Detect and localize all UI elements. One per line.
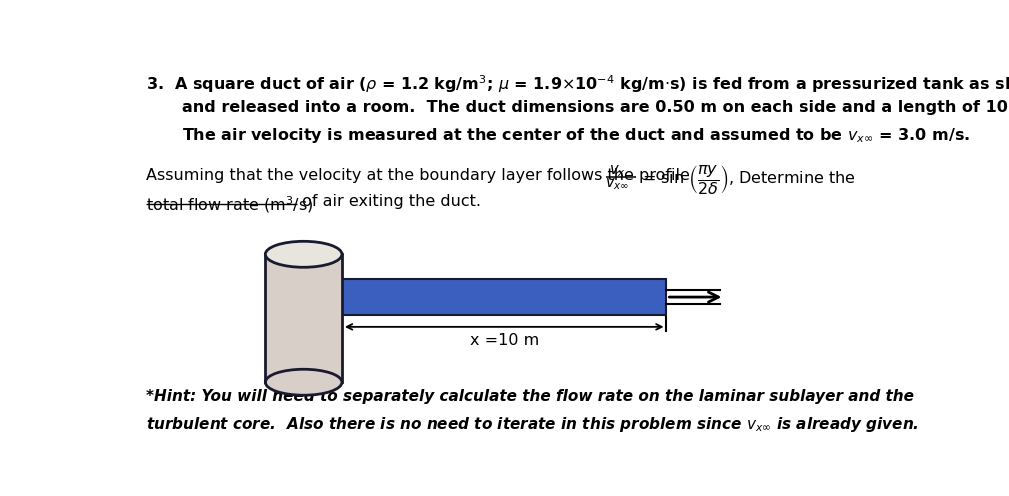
Text: $v_{x\infty}$: $v_{x\infty}$ bbox=[604, 177, 629, 192]
Ellipse shape bbox=[265, 369, 342, 395]
Text: $v_x$: $v_x$ bbox=[608, 163, 626, 179]
Text: total flow rate (m$^3$/s): total flow rate (m$^3$/s) bbox=[145, 194, 313, 215]
Text: x =10 m: x =10 m bbox=[469, 333, 539, 348]
Text: and released into a room.  The duct dimensions are 0.50 m on each side and a len: and released into a room. The duct dimen… bbox=[183, 100, 1009, 115]
Bar bbox=[342, 279, 667, 315]
Text: Assuming that the velocity at the boundary layer follows the profile: Assuming that the velocity at the bounda… bbox=[145, 168, 689, 184]
Text: The air velocity is measured at the center of the duct and assumed to be $v_{x\i: The air velocity is measured at the cent… bbox=[183, 126, 971, 145]
Text: 3.  A square duct of air ($\rho$ = 1.2 kg/m$^3$; $\mu$ = 1.9$\times$10$^{-4}$ kg: 3. A square duct of air ($\rho$ = 1.2 kg… bbox=[145, 73, 1009, 95]
Text: *Hint: You will need to separately calculate the flow rate on the laminar sublay: *Hint: You will need to separately calcu… bbox=[145, 389, 914, 404]
Text: turbulent core.  Also there is no need to iterate in this problem since $v_{x\in: turbulent core. Also there is no need to… bbox=[145, 416, 918, 434]
Text: of air exiting the duct.: of air exiting the duct. bbox=[298, 194, 481, 209]
Bar bbox=[265, 254, 342, 382]
Text: = sin $\left(\dfrac{\pi y}{2\delta}\right)$, Determine the: = sin $\left(\dfrac{\pi y}{2\delta}\righ… bbox=[637, 163, 856, 196]
Ellipse shape bbox=[265, 242, 342, 267]
